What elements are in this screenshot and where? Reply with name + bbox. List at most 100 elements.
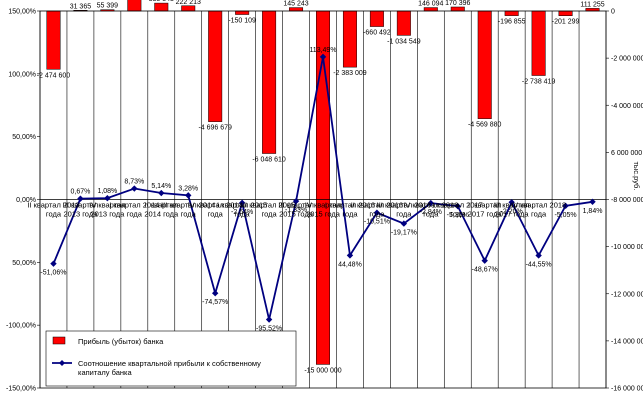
ratio-point-label: -51,06% bbox=[40, 270, 66, 277]
profit-bar-label: 170 396 bbox=[445, 0, 470, 7]
ratio-point bbox=[104, 194, 111, 202]
ratio-point-label: 1,84% bbox=[583, 208, 603, 215]
profit-bar bbox=[181, 5, 196, 12]
left-axis-tick-label: 50,00% bbox=[12, 134, 36, 141]
category-label-line: I квартал 2014 bbox=[109, 201, 159, 210]
right-axis-tick-label: -4 000 000 bbox=[611, 103, 643, 110]
category-label-line: года bbox=[235, 210, 251, 219]
profit-bar-label: -660 492 bbox=[363, 30, 391, 37]
category-label: II квартал 2017 года bbox=[468, 201, 503, 219]
category-label-line: III квартал bbox=[278, 201, 314, 210]
ratio-point bbox=[265, 316, 273, 323]
ratio-point-label: -95,52% bbox=[256, 326, 282, 333]
ratio-point-label: 44,48% bbox=[338, 261, 362, 268]
profit-bar-label: 146 094 bbox=[418, 1, 443, 8]
category-label-line: 2017 года bbox=[468, 210, 503, 219]
ratio-point bbox=[508, 199, 515, 206]
category-label-line: II квартал bbox=[468, 201, 502, 210]
profit-bar-label: 145 243 bbox=[283, 1, 308, 8]
category-label: IV квартал 2018 года bbox=[511, 201, 566, 219]
category-label-line: I квартал 2016 bbox=[325, 201, 375, 210]
category-label-line: 2014 года bbox=[144, 210, 179, 219]
category-label: II квартал 2015 года bbox=[243, 201, 295, 219]
category-label: I квартал 2014 года bbox=[109, 201, 159, 219]
category-label: II квартал 2016 года bbox=[351, 201, 403, 219]
category-label-line: I квартал 2017 bbox=[433, 201, 483, 210]
chart-legend: Прибыль (убыток) банка Соотношение кварта… bbox=[45, 330, 297, 387]
category-label: I квартал 2017 года bbox=[433, 201, 483, 219]
ratio-point bbox=[346, 252, 354, 259]
ratio-point-label: 3,28% bbox=[178, 185, 198, 192]
ratio-point bbox=[562, 202, 569, 210]
legend-label-line: капиталу банка bbox=[78, 368, 132, 377]
category-label-line: IV квартал 2014 bbox=[188, 201, 243, 210]
profit-bar bbox=[558, 10, 573, 16]
profit-bar-label: -2 383 009 bbox=[333, 70, 367, 77]
profit-bar-label: 335 543 bbox=[149, 0, 174, 3]
profit-bar bbox=[477, 10, 492, 119]
ratio-point-label: -5,05% bbox=[554, 212, 576, 219]
ratio-point bbox=[319, 53, 327, 61]
ratio-point bbox=[292, 197, 300, 205]
profit-bar bbox=[235, 10, 250, 15]
category-label-line: года bbox=[450, 210, 466, 219]
line-series bbox=[50, 53, 596, 323]
ratio-point-label: 5,14% bbox=[151, 183, 171, 190]
left-axis-tick-label: 50,00% bbox=[12, 260, 36, 267]
category-label-line: года bbox=[423, 210, 439, 219]
ratio-point bbox=[50, 260, 57, 267]
category-label-line: 2015 года bbox=[306, 210, 341, 219]
category-label: IV квартал 2013 года bbox=[89, 201, 125, 219]
category-label: IV квартал 2015 года bbox=[305, 201, 341, 219]
profit-bar bbox=[423, 7, 438, 12]
right-axis-tick-label: 0 bbox=[611, 9, 615, 16]
right-axis-tick-label: -16 000 000 bbox=[611, 386, 643, 393]
category-label-line: IV квартал bbox=[305, 201, 341, 210]
profit-bar-label: -1 034 549 bbox=[387, 38, 421, 45]
category-label-line: года bbox=[46, 210, 62, 219]
category-label: II квартал 2013 года bbox=[27, 201, 79, 219]
category-label: II квартал 2014 года bbox=[144, 201, 179, 219]
profit-bar-label: -2 474 600 bbox=[37, 72, 71, 79]
profit-bar bbox=[46, 10, 61, 70]
category-label-line: II квартал bbox=[145, 201, 179, 210]
ratio-point bbox=[427, 199, 435, 207]
profit-bar bbox=[262, 10, 277, 154]
right-axis-title: тыс.руб. bbox=[632, 161, 641, 190]
ratio-point bbox=[373, 209, 381, 216]
category-label-line: III квартал bbox=[63, 201, 99, 210]
ratio-point-label: -10,51% bbox=[364, 219, 390, 226]
right-axis-tick-label: -14 000 000 bbox=[611, 338, 643, 345]
left-axis-tick-label: -150,00% bbox=[6, 386, 36, 393]
category-label-line: III квартал 2014 bbox=[161, 201, 215, 210]
left-axis-tick-label: 0,00% bbox=[16, 197, 36, 204]
category-label: III квартал 2014 года bbox=[161, 201, 215, 219]
ratio-point bbox=[131, 185, 138, 192]
chart-axes: 150,00% 100,00% 50,00% 0,00% 50,00% -100,00% -… bbox=[6, 9, 643, 393]
category-label-line: 2013 года bbox=[90, 210, 125, 219]
category-label-line: II квартал 2016 bbox=[351, 201, 403, 210]
category-label-line: II квартал 2013 bbox=[27, 201, 79, 210]
profit-bar-label: -15 000 000 bbox=[304, 367, 341, 374]
legend-line-marker bbox=[59, 360, 65, 366]
ratio-point-label: -19,17% bbox=[391, 230, 417, 237]
category-label-line: 2017 года bbox=[495, 210, 530, 219]
ratio-point bbox=[589, 198, 596, 206]
profit-bar-label: 111 255 bbox=[580, 1, 604, 8]
category-label-line: IV квартал bbox=[89, 201, 125, 210]
category-label-line: года bbox=[208, 210, 224, 219]
ratio-point bbox=[158, 189, 165, 197]
ratio-point-label: -5,30% bbox=[447, 212, 469, 219]
ratio-point bbox=[535, 252, 542, 259]
category-label: IV квартал 2016 года bbox=[403, 201, 458, 219]
right-axis-tick-label: -8 000 000 bbox=[611, 197, 643, 204]
left-axis-tick-label: 100,00% bbox=[8, 71, 36, 78]
ratio-point-label: 113,49% bbox=[309, 47, 336, 54]
ratio-point bbox=[211, 290, 219, 297]
right-axis-tick-label: -12 000 000 bbox=[611, 291, 643, 298]
profit-bar-label: -6 048 610 bbox=[252, 157, 286, 164]
category-label-line: III квартал bbox=[494, 201, 530, 210]
legend-label: Соотношение квартальной прибыли к собств… bbox=[78, 359, 261, 377]
